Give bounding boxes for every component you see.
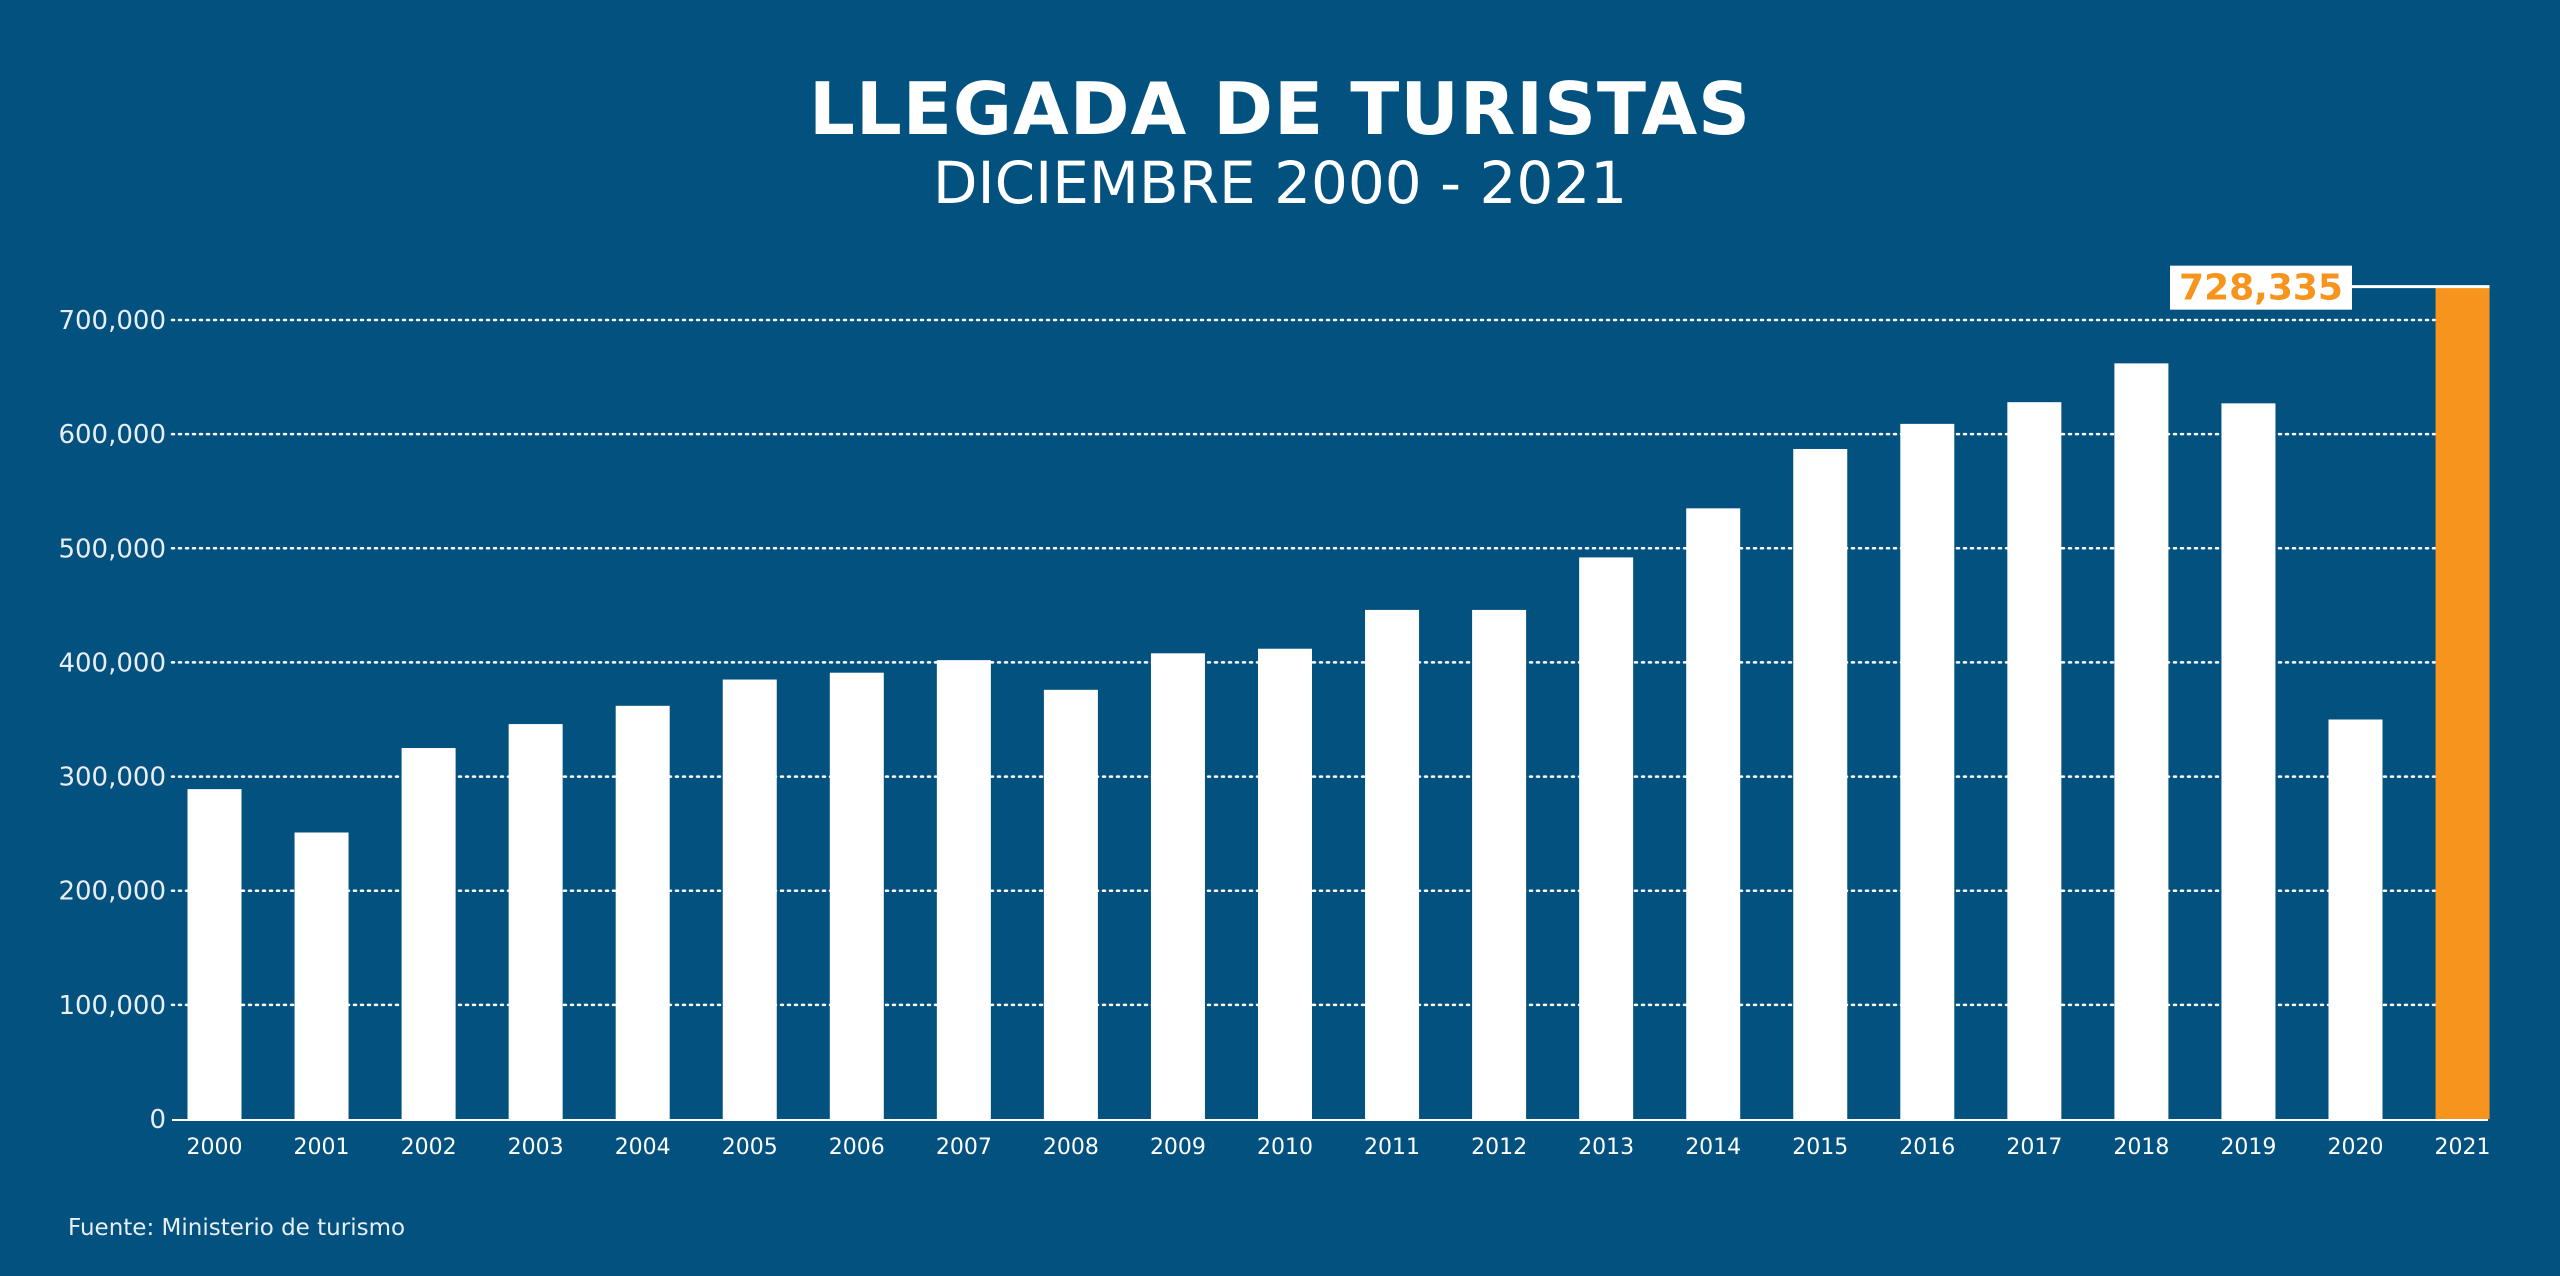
y-tick-label: 500,000 bbox=[58, 534, 166, 564]
bar bbox=[294, 832, 349, 1119]
bar bbox=[1793, 448, 1848, 1119]
bar bbox=[187, 789, 242, 1119]
x-tick-label: 2021 bbox=[2435, 1135, 2491, 1160]
x-tick-label: 2009 bbox=[1150, 1135, 1206, 1160]
x-tick-label: 2000 bbox=[187, 1135, 243, 1160]
bar bbox=[401, 748, 456, 1119]
bar bbox=[2221, 403, 2276, 1119]
y-tick-label: 0 bbox=[149, 1105, 166, 1135]
x-tick-label: 2018 bbox=[2113, 1135, 2169, 1160]
bar bbox=[1043, 689, 1098, 1119]
x-tick-label: 2012 bbox=[1471, 1135, 1527, 1160]
bar bbox=[1365, 609, 1420, 1119]
source-note: Fuente: Ministerio de turismo bbox=[68, 1215, 406, 1241]
x-tick-label: 2019 bbox=[2220, 1135, 2276, 1160]
bar bbox=[508, 724, 563, 1119]
bar-highlight bbox=[2435, 287, 2490, 1120]
callout-value-label: 728,335 bbox=[2179, 268, 2343, 309]
bars bbox=[187, 287, 2490, 1120]
bar bbox=[722, 679, 777, 1119]
x-tick-label: 2002 bbox=[401, 1135, 457, 1160]
y-tick-label: 200,000 bbox=[58, 877, 166, 907]
x-tick-label: 2011 bbox=[1364, 1135, 1420, 1160]
bar bbox=[1900, 423, 1955, 1119]
x-tick-label: 2004 bbox=[615, 1135, 671, 1160]
x-tick-label: 2016 bbox=[1899, 1135, 1955, 1160]
y-axis-ticks: 0 100,000 200,000 300,000 400,000 500,000 600,… bbox=[58, 306, 166, 1135]
x-tick-label: 2008 bbox=[1043, 1135, 1099, 1160]
chart-subtitle: DICIEMBRE 2000 - 2021 bbox=[932, 149, 1628, 217]
callout-box bbox=[2170, 265, 2352, 310]
bar bbox=[829, 672, 884, 1119]
x-tick-label: 2013 bbox=[1578, 1135, 1634, 1160]
bar bbox=[1686, 508, 1741, 1120]
chart-title: LLEGADA DE TURISTAS bbox=[808, 67, 1752, 151]
bar bbox=[1579, 557, 1634, 1119]
highlight-callout: 728,335 bbox=[2170, 265, 2490, 310]
y-tick-label: 400,000 bbox=[58, 648, 166, 678]
y-tick-label: 700,000 bbox=[58, 306, 166, 336]
bar bbox=[615, 705, 670, 1119]
x-tick-label: 2017 bbox=[2006, 1135, 2062, 1160]
y-tick-label: 600,000 bbox=[58, 420, 166, 450]
x-tick-label: 2010 bbox=[1257, 1135, 1313, 1160]
x-tick-label: 2006 bbox=[829, 1135, 885, 1160]
x-tick-label: 2001 bbox=[294, 1135, 350, 1160]
bar bbox=[1258, 648, 1312, 1119]
x-tick-label: 2020 bbox=[2328, 1135, 2384, 1160]
y-tick-label: 300,000 bbox=[58, 763, 166, 793]
bar bbox=[2328, 719, 2383, 1119]
x-axis-ticks: 2000 2001 2002 2003 2004 2005 2006 2007 2008 2009… bbox=[187, 1135, 2491, 1160]
y-tick-label: 100,000 bbox=[58, 991, 166, 1021]
bar bbox=[936, 660, 991, 1119]
bar bbox=[1150, 653, 1205, 1119]
bar bbox=[2114, 363, 2169, 1120]
x-tick-label: 2007 bbox=[936, 1135, 992, 1160]
x-tick-label: 2015 bbox=[1792, 1135, 1848, 1160]
bar bbox=[1472, 609, 1527, 1119]
x-tick-label: 2003 bbox=[508, 1135, 564, 1160]
x-tick-label: 2005 bbox=[722, 1135, 778, 1160]
bar bbox=[2007, 402, 2062, 1119]
x-tick-label: 2014 bbox=[1685, 1135, 1741, 1160]
